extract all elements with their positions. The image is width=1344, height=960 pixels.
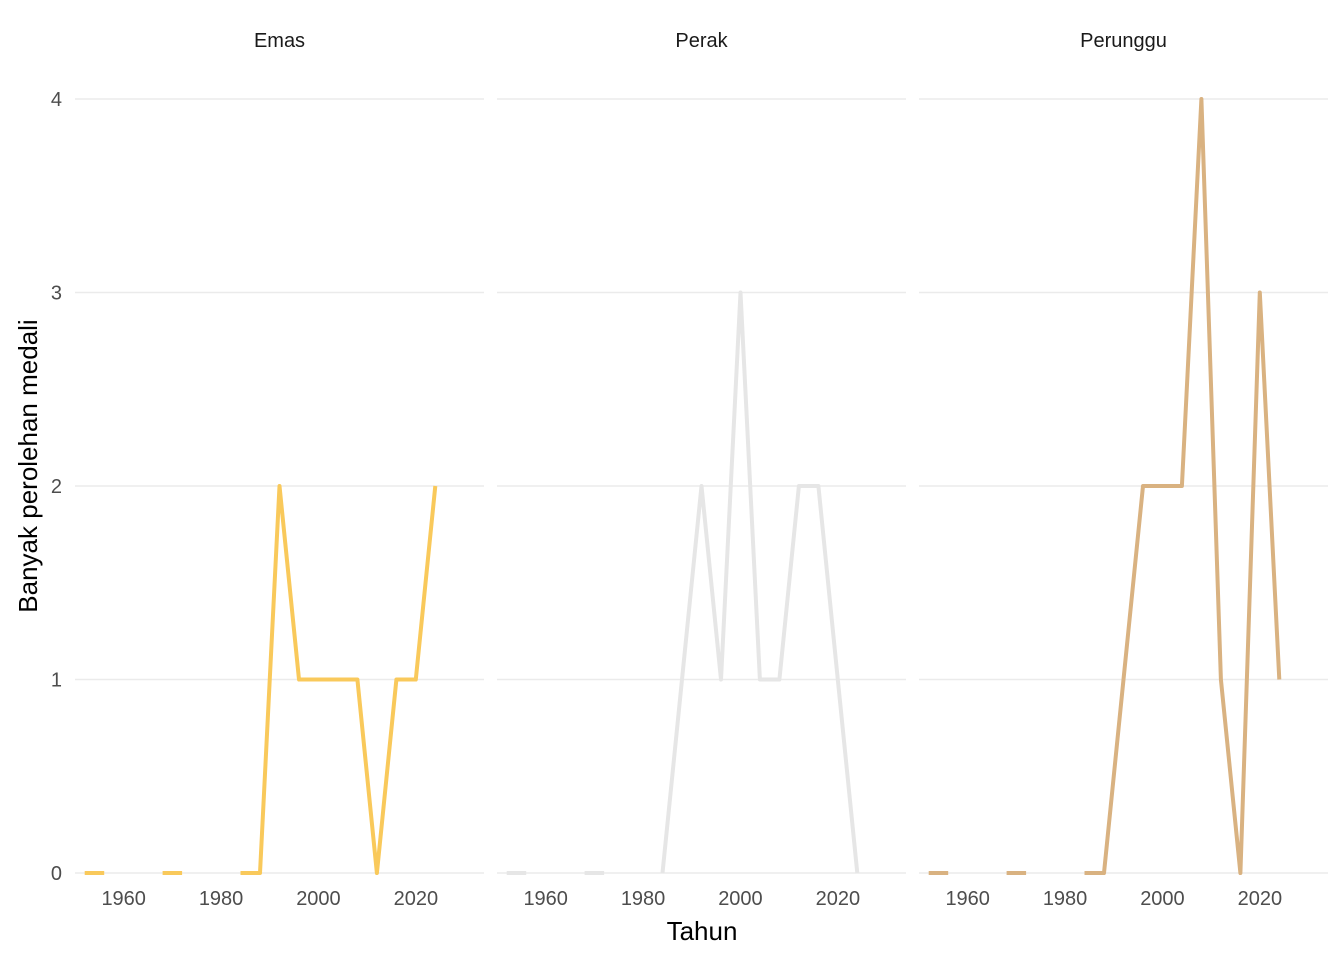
x-axis-title: Tahun	[667, 916, 738, 946]
y-tick-label-1: 1	[51, 670, 62, 692]
x-tick-label-1980: 1980	[199, 888, 244, 910]
y-tick-label-4: 4	[51, 89, 62, 111]
facet-strips: Emas Perak Perunggu	[254, 30, 1167, 52]
y-tick-label-0: 0	[51, 863, 62, 885]
facet-label-emas: Emas	[254, 30, 305, 52]
x-tick-label-2000: 2000	[1140, 888, 1185, 910]
y-tick-label-3: 3	[51, 283, 62, 305]
x-tick-label-2000: 2000	[718, 888, 763, 910]
x-tick-label-2020: 2020	[394, 888, 439, 910]
y-axis-title: Banyak perolehan medali	[13, 319, 43, 612]
series-line-emas-2	[240, 484, 438, 875]
x-tick-label-2020: 2020	[816, 888, 861, 910]
x-tick-label-1960: 1960	[101, 888, 146, 910]
y-axis-ticks: 0 1 2 3 4	[51, 89, 62, 885]
y-tick-label-2: 2	[51, 476, 62, 498]
x-tick-label-1960: 1960	[945, 888, 990, 910]
series-line-perunggu-2	[1084, 97, 1282, 875]
facet-label-perunggu: Perunggu	[1080, 30, 1167, 52]
x-tick-label-2020: 2020	[1238, 888, 1283, 910]
facet-label-perak: Perak	[675, 30, 728, 52]
x-tick-label-2000: 2000	[296, 888, 341, 910]
series-line-perak-2	[660, 290, 860, 874]
x-tick-label-1980: 1980	[621, 888, 666, 910]
x-axis-ticks: 1960 1980 2000 2020 1960 1980 2000 2020 1960 1980…	[101, 888, 1282, 910]
x-tick-label-1960: 1960	[523, 888, 568, 910]
series-lines	[84, 97, 1282, 875]
x-tick-label-1980: 1980	[1043, 888, 1088, 910]
